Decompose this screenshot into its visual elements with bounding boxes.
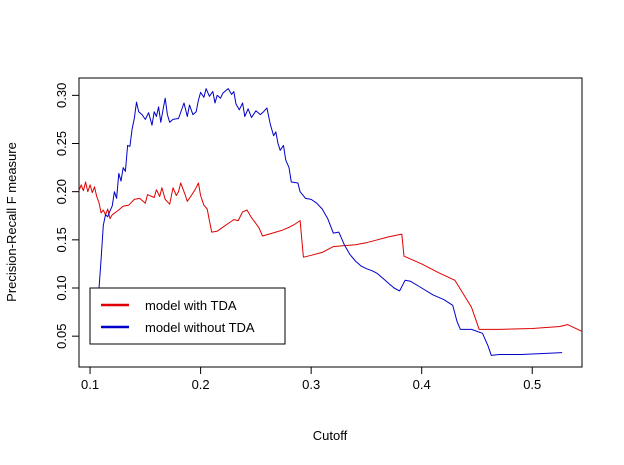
legend-box [89,287,286,345]
legend: model with TDA model without TDA [89,287,286,345]
y-tick-label: 0.10 [54,275,69,300]
legend-label-model-without-tda: model without TDA [145,320,255,335]
y-tick-label: 0.05 [54,324,69,349]
y-axis-title: Precision-Recall F measure [4,142,19,302]
series-layer [78,88,583,356]
x-tick-label: 0.1 [81,377,99,392]
x-tick-label: 0.3 [302,377,320,392]
series-line-1 [98,88,563,356]
x-tick-label: 0.2 [192,377,210,392]
y-tick-label: 0.20 [54,179,69,204]
x-axis-title: Cutoff [313,428,348,443]
x-tick-label: 0.5 [523,377,541,392]
legend-label-model-with-tda: model with TDA [145,298,237,313]
x-axis: 0.1 0.2 0.3 0.4 0.5 [81,367,541,392]
plot-frame [78,77,583,368]
y-tick-label: 0.30 [54,83,69,108]
x-tick-label: 0.4 [413,377,431,392]
y-axis: 0.05 0.10 0.15 0.20 0.25 0.30 [54,83,79,349]
y-tick-label: 0.25 [54,131,69,156]
y-tick-label: 0.15 [54,227,69,252]
